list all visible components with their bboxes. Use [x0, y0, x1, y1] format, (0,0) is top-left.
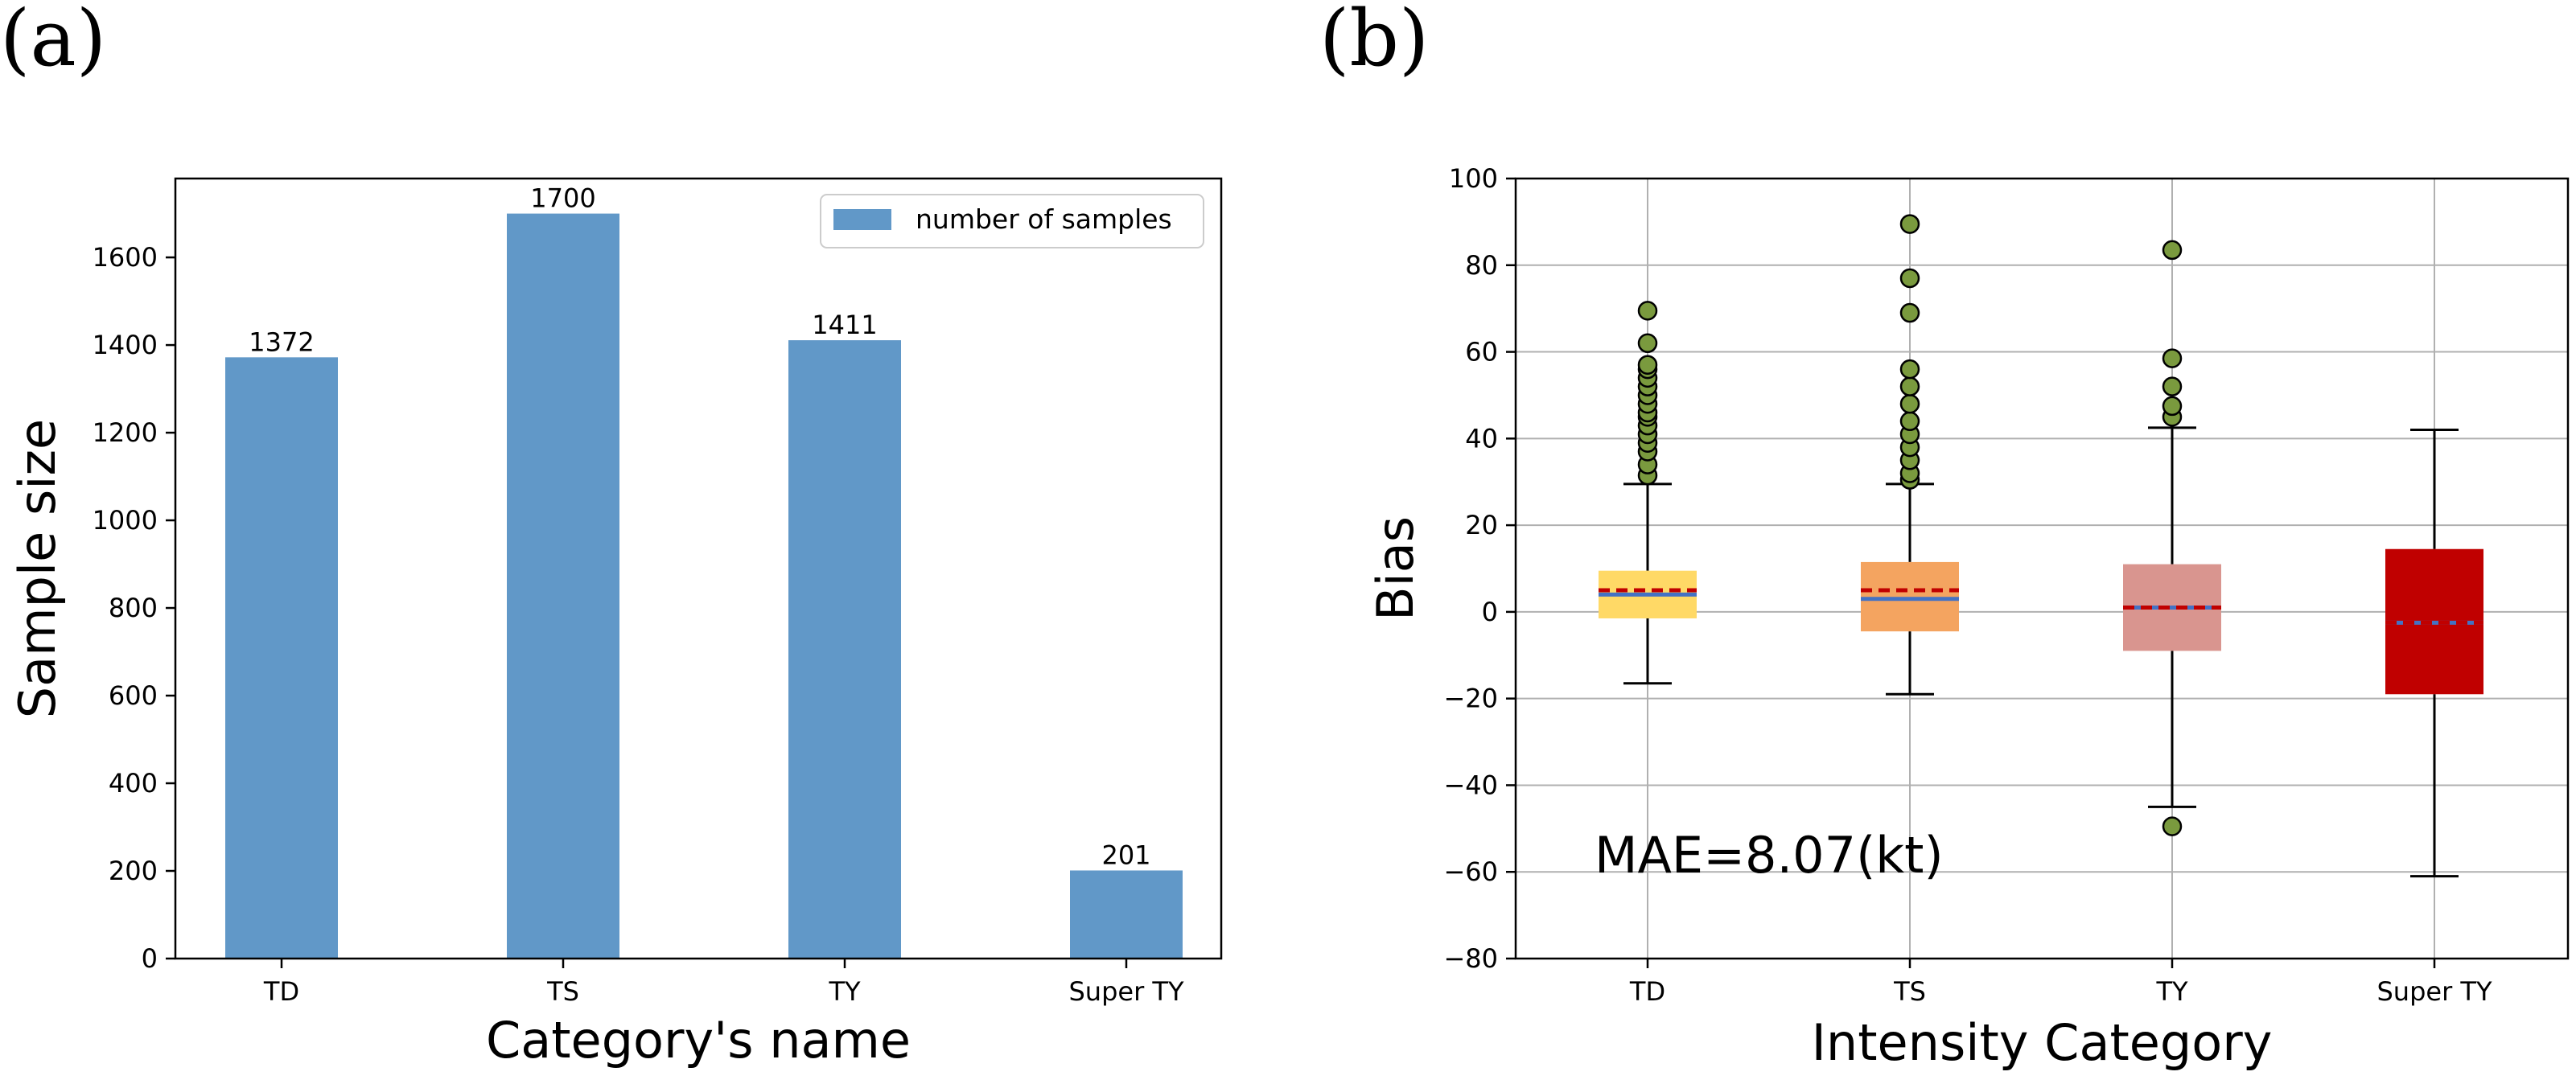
legend-entry-label: number of samples [916, 203, 1172, 235]
x-tick-label: TY [2155, 976, 2188, 1007]
y-tick-label: 1000 [93, 505, 158, 536]
bar-chart-frame [174, 177, 1223, 960]
x-tick-label: TY [828, 976, 861, 1007]
box-plot-xlabel: Intensity Category [1812, 1013, 2273, 1072]
y-tick-label: 60 [1465, 337, 1498, 367]
bar-data-label: 1372 [249, 326, 314, 357]
bar-ty [788, 340, 901, 959]
outlier-point [1637, 355, 1658, 375]
y-tick-label: 40 [1465, 423, 1498, 454]
outlier-point [1899, 411, 1920, 432]
y-tick-label: −60 [1443, 856, 1498, 887]
outlier-point [1899, 359, 1920, 380]
x-tick-label: TD [1629, 976, 1665, 1007]
y-tick-label: 800 [109, 593, 158, 623]
outlier-point [2162, 240, 2183, 261]
y-tick-label: −40 [1443, 770, 1498, 800]
outlier-point [1899, 268, 1920, 289]
outlier-point [1637, 301, 1658, 321]
mae-annotation: MAE=8.07(kt) [1595, 826, 1944, 885]
box-ts [1861, 561, 1959, 632]
bar-data-label: 201 [1101, 840, 1150, 870]
bar-data-label: 1700 [530, 183, 595, 214]
x-tick-label: Super TY [1068, 976, 1183, 1007]
bar-td [225, 357, 338, 959]
y-tick-label: 1400 [93, 330, 158, 360]
box-plot-frame [1514, 177, 2570, 960]
y-tick-label: 1600 [93, 242, 158, 273]
legend-swatch [833, 209, 891, 230]
x-tick-label: Super TY [2376, 976, 2492, 1007]
panel-b-label: (b) [1319, 0, 1430, 84]
y-tick-label: 400 [109, 768, 158, 799]
y-tick-label: −20 [1443, 684, 1498, 714]
y-tick-label: 100 [1449, 163, 1498, 194]
y-tick-label: −80 [1443, 943, 1498, 974]
outlier-point [2162, 348, 2183, 368]
outlier-point [1899, 393, 1920, 414]
bar-ts [507, 213, 619, 959]
bar-chart-xlabel: Category's name [486, 1011, 911, 1070]
bar-data-label: 1411 [812, 310, 877, 340]
outlier-point [2162, 376, 2183, 396]
panel-a-label: (a) [0, 0, 107, 84]
y-tick-label: 600 [109, 680, 158, 711]
y-tick-label: 20 [1465, 510, 1498, 540]
y-tick-label: 80 [1465, 250, 1498, 281]
outlier-point [1637, 333, 1658, 354]
bar-chart-legend: number of samples [820, 194, 1204, 248]
legend-frame [820, 194, 1204, 248]
y-tick-label: 200 [109, 856, 158, 886]
bar-super-ty [1070, 870, 1183, 959]
outlier-point [1899, 302, 1920, 323]
outlier-point [1899, 214, 1920, 234]
x-tick-label: TS [546, 976, 579, 1007]
box-plot-ylabel: Bias [1366, 516, 1425, 621]
outlier-point [2162, 396, 2183, 417]
x-tick-label: TD [263, 976, 299, 1007]
y-tick-label: 0 [1482, 597, 1498, 627]
outlier-point [2162, 816, 2183, 836]
y-tick-label: 0 [142, 943, 158, 974]
x-tick-label: TS [1893, 976, 1926, 1007]
y-tick-label: 1200 [93, 417, 158, 448]
bar-chart: 1372 1700 1411 201 0 200 400 600 800 1000 1200 140… [8, 177, 1223, 1070]
bar-chart-ylabel: Sample size [8, 419, 67, 718]
outlier-point [1899, 376, 1920, 396]
